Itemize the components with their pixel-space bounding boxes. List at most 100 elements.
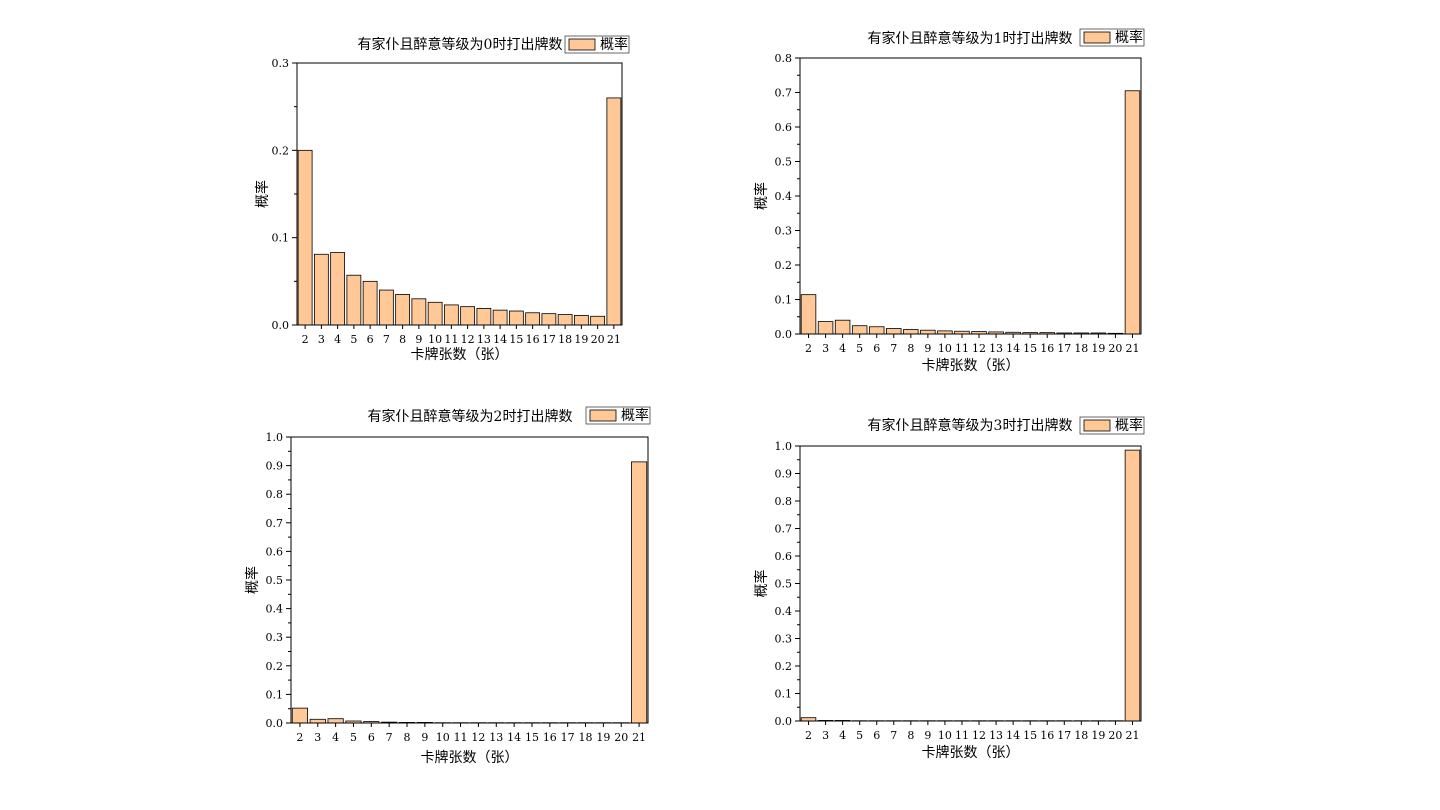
bar: [886, 328, 902, 335]
bar: [291, 707, 309, 724]
x-tick-label: 7: [890, 342, 897, 355]
legend-swatch: [589, 409, 617, 422]
y-axis-label: 概率: [753, 182, 770, 210]
legend-label: 概率: [1115, 29, 1143, 46]
x-tick-label: 11: [955, 729, 969, 742]
x-tick-label: 14: [493, 333, 507, 346]
x-tick-label: 5: [856, 342, 863, 355]
bar: [590, 315, 606, 326]
y-tick-label: 0.1: [272, 232, 290, 245]
y-tick-label: 0.7: [775, 523, 793, 536]
bar: [460, 306, 476, 326]
x-tick-label: 10: [428, 333, 442, 346]
x-tick-label: 12: [972, 729, 986, 742]
y-tick-label: 0.2: [775, 660, 793, 673]
legend-swatch: [1083, 31, 1111, 44]
x-tick-label: 4: [839, 729, 846, 742]
bar: [903, 329, 919, 335]
y-tick-label: 0.0: [775, 328, 793, 341]
x-tick-label: 17: [1057, 342, 1071, 355]
x-tick-label: 5: [350, 731, 357, 744]
x-tick-label: 8: [907, 729, 914, 742]
x-tick-label: 6: [873, 729, 880, 742]
x-axis-label: 卡牌张数（张）: [922, 357, 1020, 374]
x-tick-label: 2: [296, 731, 303, 744]
x-tick-label: 13: [489, 731, 503, 744]
x-tick-label: 18: [1074, 342, 1088, 355]
y-tick-label: 0.2: [272, 144, 290, 157]
x-tick-label: 9: [924, 342, 931, 355]
x-tick-label: 16: [526, 333, 540, 346]
bar: [1124, 90, 1141, 335]
chart-title: 有家仆且醉意等级为0时打出牌数: [358, 36, 563, 53]
plot-frame: [296, 62, 623, 326]
x-tick-label: 15: [525, 731, 539, 744]
y-axis-label: 概率: [753, 570, 770, 598]
x-tick-label: 9: [421, 731, 428, 744]
x-tick-label: 3: [318, 333, 325, 346]
x-tick-label: 18: [1074, 729, 1088, 742]
chart-title: 有家仆且醉意等级为3时打出牌数: [868, 417, 1073, 434]
bar: [800, 294, 817, 335]
x-tick-label: 19: [574, 333, 588, 346]
y-tick-label: 0.6: [775, 121, 793, 134]
x-tick-label: 10: [938, 342, 952, 355]
x-tick-label: 8: [907, 342, 914, 355]
bar: [492, 309, 508, 326]
x-tick-label: 12: [471, 731, 485, 744]
x-tick-label: 14: [1006, 729, 1020, 742]
x-tick-label: 10: [938, 729, 952, 742]
bar: [541, 313, 557, 326]
chart-title: 有家仆且醉意等级为1时打出牌数: [868, 30, 1073, 47]
x-tick-label: 9: [924, 729, 931, 742]
x-tick-label: 3: [822, 729, 829, 742]
x-tick-label: 11: [454, 731, 468, 744]
x-tick-label: 14: [507, 731, 521, 744]
chart-2: 0.0 0.1 0.2 0.3 0.4 0.5 0.6 0.7 0.8 0.9 1.0 2 3 4 5 6 7 8…: [244, 406, 651, 766]
x-tick-label: 15: [509, 333, 523, 346]
chart-1: 0.00.10.20.30.40.50.60.70.82 3 4 5 6 7 8 9 10 11 1…: [753, 28, 1145, 374]
x-tick-label: 6: [367, 333, 374, 346]
y-axis-label: 概率: [254, 180, 271, 208]
bar: [297, 149, 313, 326]
plot-frame: [799, 445, 1142, 722]
legend-label: 概率: [600, 36, 628, 53]
x-tick-label: 19: [596, 731, 610, 744]
x-axis-label: 卡牌张数（张）: [411, 346, 509, 363]
x-tick-label: 11: [444, 333, 458, 346]
x-tick-label: 5: [350, 333, 357, 346]
x-tick-label: 17: [1057, 729, 1071, 742]
bar: [330, 252, 346, 326]
x-tick-label: 12: [972, 342, 986, 355]
y-tick-label: 0.5: [775, 578, 793, 591]
legend-swatch: [1083, 419, 1111, 432]
x-tick-label: 18: [558, 333, 572, 346]
y-tick-label: 0.3: [266, 631, 284, 644]
x-tick-label: 19: [1091, 729, 1105, 742]
x-tick-label: 17: [561, 731, 575, 744]
x-tick-label: 20: [1108, 729, 1122, 742]
y-tick-label: 0.3: [775, 225, 793, 238]
bar: [476, 308, 492, 326]
y-tick-label: 0.5: [775, 156, 793, 169]
x-tick-label: 18: [579, 731, 593, 744]
y-tick-label: 0.6: [775, 550, 793, 563]
x-tick-label: 8: [399, 333, 406, 346]
x-tick-label: 21: [632, 731, 646, 744]
bar: [378, 289, 394, 326]
y-tick-label: 0.4: [775, 605, 793, 618]
x-tick-label: 21: [607, 333, 621, 346]
y-tick-label: 0.5: [266, 574, 284, 587]
x-tick-label: 15: [1023, 342, 1037, 355]
bar: [817, 321, 834, 335]
bar: [309, 718, 326, 724]
bar: [346, 274, 362, 326]
bar: [1124, 449, 1141, 722]
x-tick-label: 7: [386, 731, 393, 744]
x-tick-label: 6: [368, 731, 375, 744]
y-tick-label: 1.0: [266, 431, 284, 444]
y-tick-label: 0.2: [266, 660, 284, 673]
x-tick-label: 12: [461, 333, 475, 346]
x-tick-label: 13: [989, 342, 1003, 355]
x-axis-label: 卡牌张数（张）: [922, 744, 1020, 761]
